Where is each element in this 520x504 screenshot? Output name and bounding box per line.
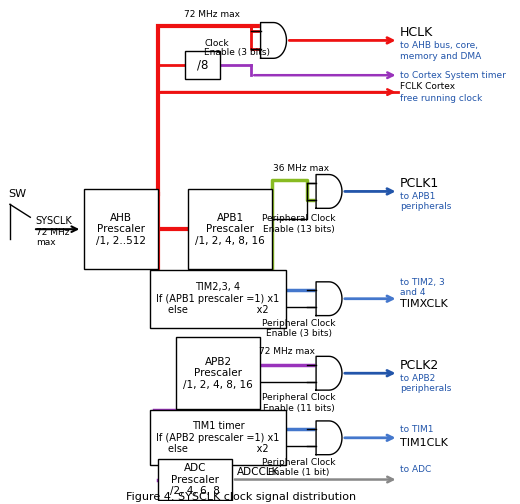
Text: max: max [36,237,56,246]
Bar [84,190,158,269]
Text: PCLK1: PCLK1 [400,177,439,190]
Text: APB2
Prescaler
/1, 2, 4, 8, 16: APB2 Prescaler /1, 2, 4, 8, 16 [183,357,253,390]
Text: AHB
Prescaler
/1, 2..512: AHB Prescaler /1, 2..512 [96,213,146,246]
Text: 72 MHz: 72 MHz [36,228,69,237]
Text: to ADC: to ADC [400,465,432,474]
Bar [150,270,287,328]
Bar [188,190,271,269]
Text: to TIM1: to TIM1 [400,425,434,434]
Text: Clock: Clock [204,39,229,48]
Text: TIM2,3, 4
If (APB1 prescaler =1) x1
else                      x2: TIM2,3, 4 If (APB1 prescaler =1) x1 else… [157,282,280,316]
Text: and 4: and 4 [400,288,426,297]
Text: TIM1CLK: TIM1CLK [400,438,448,448]
Text: 72 MHz max: 72 MHz max [259,347,316,356]
Text: Peripheral Clock
Enable (3 bits): Peripheral Clock Enable (3 bits) [262,319,335,338]
Text: to APB2: to APB2 [400,373,435,383]
Text: Peripheral Clock
Enable (1 bit): Peripheral Clock Enable (1 bit) [262,458,335,477]
Text: TIM1 timer
If (APB2 prescaler =1) x1
else                      x2: TIM1 timer If (APB2 prescaler =1) x1 els… [157,421,280,455]
Text: free running clock: free running clock [400,94,483,102]
Text: HCLK: HCLK [400,26,434,39]
Text: to Cortex System timer: to Cortex System timer [400,71,506,80]
Polygon shape [316,282,342,316]
Text: ADC
Prescaler
/2, 4, 6, 8: ADC Prescaler /2, 4, 6, 8 [170,463,220,496]
Text: Enable (3 bits): Enable (3 bits) [204,48,270,57]
Text: SW: SW [8,190,27,200]
Polygon shape [316,356,342,390]
Bar [150,410,287,465]
Text: Peripheral Clock
Enable (11 bits): Peripheral Clock Enable (11 bits) [262,393,335,412]
Bar [185,51,220,79]
Text: SYSCLK: SYSCLK [36,216,73,226]
Text: Peripheral Clock
Enable (13 bits): Peripheral Clock Enable (13 bits) [262,214,335,234]
Text: /8: /8 [197,59,208,72]
Bar [176,338,259,409]
Text: 36 MHz max: 36 MHz max [273,164,329,172]
Text: peripherals: peripherals [400,202,451,211]
Text: TIMXCLK: TIMXCLK [400,299,448,308]
Text: to APB1: to APB1 [400,192,436,201]
Text: PCLK2: PCLK2 [400,359,439,372]
Text: to TIM2, 3: to TIM2, 3 [400,278,445,287]
Bar [158,459,232,500]
Text: 72 MHz max: 72 MHz max [184,10,240,19]
Text: memory and DMA: memory and DMA [400,52,482,61]
Polygon shape [261,23,287,58]
Text: Figure 4. SYSCLK clock signal distribution: Figure 4. SYSCLK clock signal distributi… [126,492,356,502]
Text: FCLK Cortex: FCLK Cortex [400,82,456,91]
Text: to AHB bus, core,: to AHB bus, core, [400,41,478,50]
Polygon shape [316,421,342,455]
Text: APB1
Prescaler
/1, 2, 4, 8, 16: APB1 Prescaler /1, 2, 4, 8, 16 [195,213,265,246]
Text: ADCCLK: ADCCLK [237,467,279,477]
Text: peripherals: peripherals [400,384,451,393]
Polygon shape [316,174,342,208]
